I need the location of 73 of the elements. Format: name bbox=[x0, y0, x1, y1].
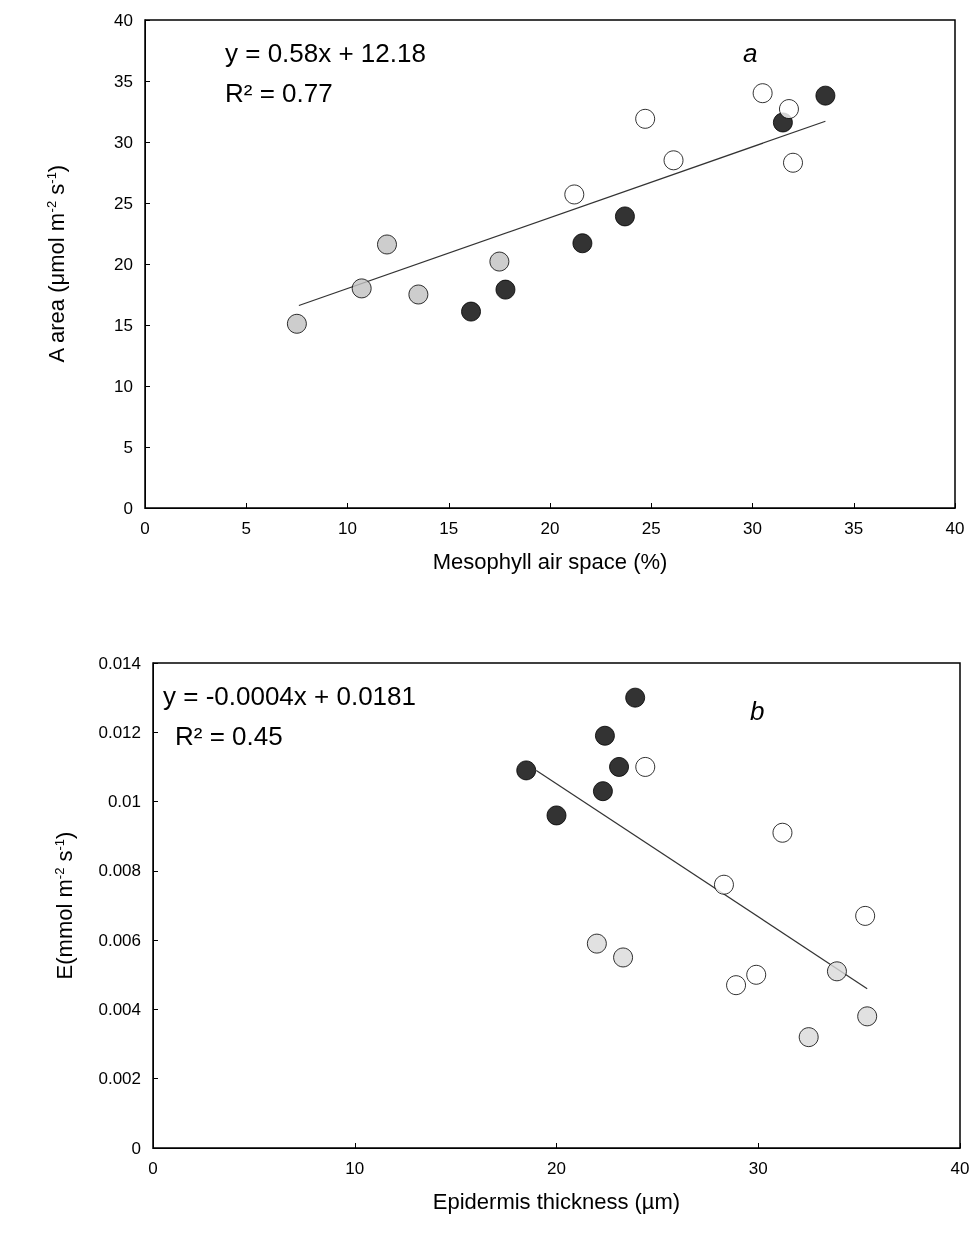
annotation: R² = 0.45 bbox=[175, 721, 283, 751]
x-tick-label: 40 bbox=[950, 1159, 970, 1178]
y-axis-title: E(mmol m-2 s-1) bbox=[51, 831, 77, 980]
x-tick-label: 15 bbox=[439, 519, 459, 538]
point bbox=[592, 781, 613, 802]
y-tick-label: 30 bbox=[114, 132, 133, 152]
annotation: a bbox=[743, 38, 758, 68]
x-tick-label: 35 bbox=[844, 519, 864, 538]
annotation: b bbox=[750, 696, 765, 726]
x-tick-label: 0 bbox=[148, 1159, 158, 1178]
point bbox=[752, 83, 773, 104]
point bbox=[613, 947, 634, 968]
point bbox=[778, 99, 799, 120]
annotation: y = -0.0004x + 0.0181 bbox=[163, 681, 416, 711]
point bbox=[855, 905, 876, 926]
point bbox=[586, 933, 607, 954]
x-tick-label: 20 bbox=[547, 1159, 566, 1178]
y-tick-label: 10 bbox=[114, 376, 133, 396]
point bbox=[783, 152, 803, 173]
y-tick-label: 5 bbox=[123, 437, 133, 457]
point bbox=[815, 85, 836, 106]
x-tick-label: 30 bbox=[748, 1159, 768, 1178]
y-tick-label: 0.014 bbox=[98, 653, 141, 673]
y-tick-label: 40 bbox=[114, 10, 133, 30]
y-tick-label: 0.008 bbox=[98, 861, 141, 881]
point bbox=[461, 301, 482, 322]
y-tick-label: 35 bbox=[114, 71, 133, 91]
point bbox=[826, 961, 847, 982]
point bbox=[625, 687, 646, 708]
point bbox=[726, 975, 747, 996]
point bbox=[351, 278, 372, 299]
y-tick-label: 0 bbox=[123, 498, 133, 518]
point bbox=[746, 964, 767, 985]
y-tick-label: 0.002 bbox=[98, 1069, 141, 1089]
x-tick-label: 20 bbox=[540, 519, 560, 538]
y-tick-label: 0.01 bbox=[107, 792, 141, 812]
point bbox=[798, 1027, 819, 1048]
point bbox=[594, 725, 615, 746]
x-tick-label: 10 bbox=[338, 519, 357, 538]
x-axis-title: Epidermis thickness (µm) bbox=[432, 1188, 681, 1214]
y-tick-label: 0.006 bbox=[98, 930, 141, 950]
x-tick-label: 40 bbox=[945, 519, 965, 538]
x-axis-title: Mesophyll air space (%) bbox=[432, 548, 668, 574]
point bbox=[772, 822, 793, 843]
y-tick-label: 0 bbox=[131, 1138, 141, 1158]
point bbox=[495, 279, 516, 300]
point bbox=[663, 150, 684, 171]
annotation: R² = 0.77 bbox=[225, 78, 333, 108]
y-tick-label: 20 bbox=[114, 254, 133, 274]
annotation: y = 0.58x + 12.18 bbox=[225, 38, 426, 68]
x-tick-label: 5 bbox=[241, 519, 251, 538]
point bbox=[614, 206, 635, 227]
x-tick-label: 30 bbox=[743, 519, 762, 538]
point bbox=[635, 108, 656, 129]
point bbox=[286, 313, 307, 334]
y-tick-label: 0.004 bbox=[98, 999, 141, 1019]
point bbox=[609, 756, 630, 777]
point bbox=[516, 760, 537, 781]
y-axis-title: A area (μmol m-2 s-1) bbox=[43, 164, 69, 363]
point bbox=[546, 805, 567, 826]
point bbox=[408, 284, 429, 305]
point bbox=[635, 756, 656, 777]
x-tick-label: 25 bbox=[641, 519, 661, 538]
point bbox=[564, 184, 585, 205]
point bbox=[713, 874, 734, 895]
y-tick-label: 25 bbox=[114, 193, 133, 213]
point bbox=[572, 233, 593, 254]
y-tick-label: 0.012 bbox=[98, 722, 141, 742]
x-tick-label: 10 bbox=[345, 1159, 365, 1178]
point bbox=[377, 234, 397, 255]
point bbox=[857, 1006, 878, 1027]
point bbox=[489, 251, 510, 272]
y-tick-label: 15 bbox=[114, 315, 133, 335]
